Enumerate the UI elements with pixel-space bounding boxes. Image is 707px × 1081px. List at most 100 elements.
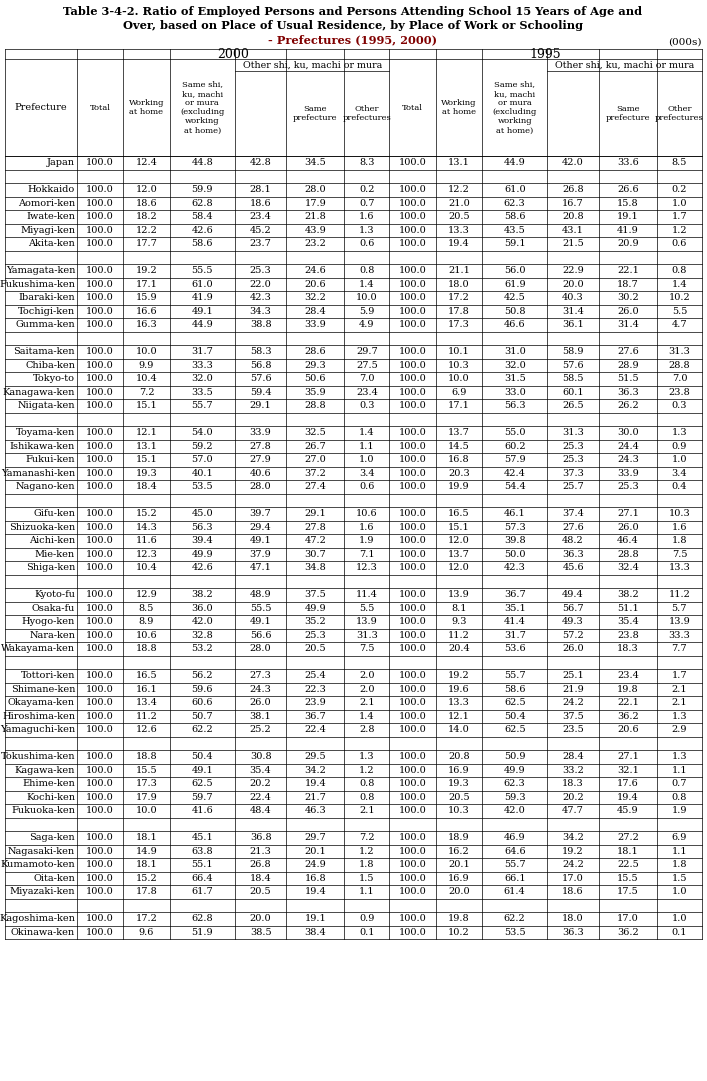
Text: Yamagata-ken: Yamagata-ken bbox=[6, 266, 75, 276]
Text: 100.0: 100.0 bbox=[86, 401, 114, 411]
Text: 100.0: 100.0 bbox=[399, 563, 426, 572]
Text: 20.5: 20.5 bbox=[448, 792, 469, 802]
Text: 100.0: 100.0 bbox=[399, 401, 426, 411]
Text: 46.6: 46.6 bbox=[504, 320, 525, 330]
Text: 34.3: 34.3 bbox=[250, 307, 271, 316]
Text: 100.0: 100.0 bbox=[86, 226, 114, 235]
Text: Total: Total bbox=[90, 104, 111, 111]
Text: 1.8: 1.8 bbox=[672, 860, 687, 869]
Text: 15.1: 15.1 bbox=[136, 455, 158, 464]
Text: Kanagawa-ken: Kanagawa-ken bbox=[3, 388, 75, 397]
Text: 23.8: 23.8 bbox=[669, 388, 690, 397]
Text: Toyama-ken: Toyama-ken bbox=[16, 428, 75, 437]
Text: 42.0: 42.0 bbox=[504, 806, 525, 815]
Text: 36.0: 36.0 bbox=[192, 604, 213, 613]
Text: 15.2: 15.2 bbox=[136, 873, 158, 883]
Text: 33.9: 33.9 bbox=[617, 469, 638, 478]
Text: 100.0: 100.0 bbox=[399, 684, 426, 694]
Text: 100.0: 100.0 bbox=[399, 320, 426, 330]
Text: 49.4: 49.4 bbox=[562, 590, 584, 599]
Text: Fukushima-ken: Fukushima-ken bbox=[0, 280, 75, 289]
Text: 34.8: 34.8 bbox=[305, 563, 326, 572]
Text: 0.2: 0.2 bbox=[359, 185, 375, 195]
Text: 28.0: 28.0 bbox=[250, 644, 271, 653]
Text: Iwate-ken: Iwate-ken bbox=[26, 212, 75, 222]
Text: 18.6: 18.6 bbox=[250, 199, 271, 208]
Text: 42.0: 42.0 bbox=[192, 617, 213, 626]
Text: 56.3: 56.3 bbox=[192, 523, 213, 532]
Text: 100.0: 100.0 bbox=[86, 833, 114, 842]
Text: 13.3: 13.3 bbox=[668, 563, 690, 572]
Text: 16.5: 16.5 bbox=[448, 509, 469, 518]
Text: 1.9: 1.9 bbox=[359, 536, 375, 545]
Text: 7.5: 7.5 bbox=[359, 644, 375, 653]
Text: 29.7: 29.7 bbox=[356, 347, 378, 357]
Text: 27.6: 27.6 bbox=[617, 347, 638, 357]
Text: 100.0: 100.0 bbox=[399, 873, 426, 883]
Text: 25.3: 25.3 bbox=[562, 442, 584, 451]
Text: 48.4: 48.4 bbox=[250, 806, 271, 815]
Text: 42.3: 42.3 bbox=[504, 563, 525, 572]
Text: 100.0: 100.0 bbox=[399, 523, 426, 532]
Text: 58.6: 58.6 bbox=[504, 684, 525, 694]
Text: 36.2: 36.2 bbox=[617, 711, 638, 721]
Text: 22.1: 22.1 bbox=[617, 266, 638, 276]
Text: 21.8: 21.8 bbox=[305, 212, 326, 222]
Text: 21.0: 21.0 bbox=[448, 199, 470, 208]
Text: 37.3: 37.3 bbox=[562, 469, 584, 478]
Text: 32.0: 32.0 bbox=[504, 361, 525, 370]
Text: 31.5: 31.5 bbox=[504, 374, 525, 384]
Text: 27.1: 27.1 bbox=[617, 752, 638, 761]
Text: 29.5: 29.5 bbox=[305, 752, 326, 761]
Text: 100.0: 100.0 bbox=[86, 604, 114, 613]
Text: 56.7: 56.7 bbox=[562, 604, 584, 613]
Text: 23.9: 23.9 bbox=[305, 698, 326, 707]
Text: 25.4: 25.4 bbox=[305, 671, 326, 680]
Text: 100.0: 100.0 bbox=[399, 752, 426, 761]
Text: 20.9: 20.9 bbox=[617, 239, 638, 249]
Text: 17.6: 17.6 bbox=[617, 779, 638, 788]
Text: Mie-ken: Mie-ken bbox=[35, 550, 75, 559]
Text: Aichi-ken: Aichi-ken bbox=[29, 536, 75, 545]
Text: 1.5: 1.5 bbox=[359, 873, 375, 883]
Text: - Prefectures (1995, 2000): - Prefectures (1995, 2000) bbox=[269, 34, 438, 45]
Text: 17.3: 17.3 bbox=[448, 320, 470, 330]
Text: 38.4: 38.4 bbox=[305, 927, 326, 937]
Text: 32.1: 32.1 bbox=[617, 765, 638, 775]
Text: 18.8: 18.8 bbox=[136, 752, 157, 761]
Text: 28.4: 28.4 bbox=[562, 752, 584, 761]
Text: 29.7: 29.7 bbox=[305, 833, 326, 842]
Text: 21.3: 21.3 bbox=[250, 846, 271, 856]
Text: 1.2: 1.2 bbox=[359, 846, 375, 856]
Text: 19.2: 19.2 bbox=[136, 266, 158, 276]
Text: 35.2: 35.2 bbox=[305, 617, 326, 626]
Text: 50.6: 50.6 bbox=[305, 374, 326, 384]
Text: 6.9: 6.9 bbox=[451, 388, 467, 397]
Text: 28.1: 28.1 bbox=[250, 185, 271, 195]
Text: 14.0: 14.0 bbox=[448, 725, 470, 734]
Text: 36.3: 36.3 bbox=[562, 550, 584, 559]
Text: 55.0: 55.0 bbox=[504, 428, 525, 437]
Text: 26.7: 26.7 bbox=[305, 442, 326, 451]
Text: Shizuoka-ken: Shizuoka-ken bbox=[9, 523, 75, 532]
Text: 1.3: 1.3 bbox=[672, 428, 687, 437]
Text: 32.5: 32.5 bbox=[305, 428, 326, 437]
Text: 28.4: 28.4 bbox=[305, 307, 326, 316]
Text: 31.0: 31.0 bbox=[504, 347, 525, 357]
Text: 36.3: 36.3 bbox=[617, 388, 638, 397]
Text: 59.9: 59.9 bbox=[192, 185, 213, 195]
Text: Akita-ken: Akita-ken bbox=[28, 239, 75, 249]
Text: 100.0: 100.0 bbox=[399, 239, 426, 249]
Text: 47.1: 47.1 bbox=[250, 563, 271, 572]
Text: 100.0: 100.0 bbox=[86, 482, 114, 491]
Text: 29.1: 29.1 bbox=[305, 509, 326, 518]
Text: 1.8: 1.8 bbox=[672, 536, 687, 545]
Text: 26.6: 26.6 bbox=[617, 185, 638, 195]
Text: 0.8: 0.8 bbox=[672, 266, 687, 276]
Text: 62.3: 62.3 bbox=[504, 779, 525, 788]
Text: Kyoto-fu: Kyoto-fu bbox=[34, 590, 75, 599]
Text: 13.3: 13.3 bbox=[448, 698, 470, 707]
Text: 1.8: 1.8 bbox=[359, 860, 375, 869]
Text: 100.0: 100.0 bbox=[399, 630, 426, 640]
Text: 27.4: 27.4 bbox=[305, 482, 326, 491]
